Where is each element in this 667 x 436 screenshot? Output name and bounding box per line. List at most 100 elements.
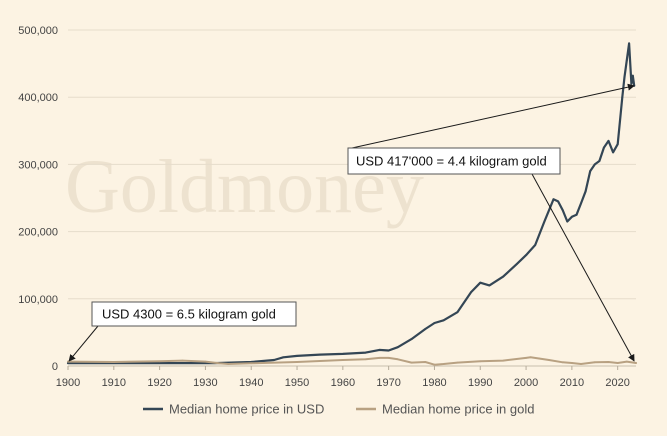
y-tick-label: 100,000: [18, 294, 58, 306]
legend-usd-label: Median home price in USD: [169, 402, 324, 417]
usd-data-point: [612, 151, 614, 154]
y-tick-label: 0: [52, 361, 58, 373]
usd-data-point: [516, 262, 518, 265]
usd-data-point: [479, 281, 482, 284]
y-tick-label: 500,000: [18, 25, 58, 37]
x-tick-label: 1910: [102, 377, 126, 389]
usd-data-point: [621, 96, 624, 99]
x-tick-label: 1920: [147, 377, 171, 389]
usd-data-point: [433, 322, 436, 324]
gold-data-point: [625, 360, 628, 363]
gold-data-point: [424, 361, 427, 363]
x-tick-label: 1900: [56, 377, 80, 389]
gold-data-point: [204, 360, 207, 363]
annotation-1900-box: [91, 301, 297, 327]
y-tick-label: 200,000: [18, 227, 58, 239]
usd-data-point: [543, 220, 546, 223]
usd-data-point: [470, 291, 472, 293]
usd-data-point: [424, 328, 427, 330]
y-tick-label: 300,000: [18, 159, 58, 171]
usd-data-point: [552, 198, 555, 201]
y-tick-label: 400,000: [18, 92, 58, 104]
usd-data-point: [364, 351, 367, 354]
usd-data-point: [341, 353, 344, 355]
x-tick-label: 2010: [560, 377, 584, 389]
annotations: USD 4300 = 6.5 kilogram gold USD 417'000 …: [68, 83, 635, 362]
axes: 0 100,000 200,000 300,000 400,000 500,000 1900…: [18, 25, 636, 389]
gold-data-point: [387, 357, 390, 359]
x-tick-label: 1950: [285, 377, 309, 389]
gold-data-point: [529, 356, 532, 359]
usd-data-point: [598, 160, 601, 162]
gold-data-point: [67, 360, 69, 363]
gold-data-point: [364, 358, 367, 361]
x-tick-label: 1980: [422, 377, 446, 389]
series-lines: [66, 42, 637, 366]
usd-data-point: [557, 200, 560, 203]
usd-data-point: [575, 213, 578, 216]
x-tick-label: 1990: [468, 377, 492, 389]
usd-data-point: [607, 139, 610, 142]
usd-data-point: [387, 349, 390, 352]
gold-data-point: [181, 359, 184, 362]
usd-data-point: [593, 163, 596, 166]
usd-data-point: [561, 209, 564, 211]
usd-data-point: [488, 284, 491, 287]
usd-data-point: [566, 220, 569, 223]
usd-data-point: [616, 143, 619, 146]
gold-data-point: [580, 363, 582, 365]
usd-data-point: [628, 42, 631, 45]
usd-data-point: [396, 346, 399, 349]
usd-data-point: [525, 254, 527, 257]
x-tick-label: 2000: [514, 377, 538, 389]
gold-data-point: [548, 359, 550, 361]
gold-data-point: [218, 362, 221, 365]
gold-data-point: [410, 361, 413, 364]
annotation-2023-usd-arrow: [351, 83, 635, 149]
gold-data-point: [570, 362, 573, 364]
x-tick-label: 1960: [331, 377, 355, 389]
usd-data-point: [378, 348, 381, 351]
gold-data-point: [635, 362, 637, 364]
gold-data-point: [227, 363, 230, 365]
usd-data-point: [319, 353, 321, 356]
x-tick-label: 1940: [239, 377, 263, 389]
usd-data-point: [502, 275, 505, 278]
usd-data-point: [282, 356, 285, 359]
usd-data-point: [623, 76, 626, 78]
gold-data-point: [396, 358, 399, 361]
x-tick-label: 1970: [376, 377, 400, 389]
annotation-2023-gold-arrow: [531, 173, 635, 362]
usd-data-point: [603, 146, 605, 149]
annotation-1900-arrow: [68, 325, 99, 362]
gold-data-point: [296, 361, 298, 363]
usd-data-point: [410, 338, 413, 341]
annotation-2023-text: USD 417'000 = 4.4 kilogram gold: [356, 154, 547, 169]
gold-data-point: [433, 363, 436, 366]
usd-data-point: [631, 74, 634, 77]
usd-data-point: [625, 59, 628, 62]
gold-data-point: [442, 363, 445, 365]
usd-data-point: [273, 359, 276, 361]
usd-data-point: [534, 244, 537, 246]
legend: Median home price in USD Median home pric…: [143, 402, 534, 417]
gold-data-point: [250, 362, 253, 365]
legend-gold-label: Median home price in gold: [382, 402, 534, 417]
usd-data-point: [630, 82, 633, 85]
x-tick-label: 2020: [605, 377, 629, 389]
gold-data-point: [607, 361, 610, 363]
gold-data-point: [479, 360, 482, 363]
x-tick-label: 1930: [193, 377, 217, 389]
gold-data-point: [502, 359, 505, 362]
gold-data-point: [616, 362, 619, 364]
usd-data-point: [584, 190, 587, 193]
usd-data-point: [589, 170, 592, 173]
usd-data-point: [442, 319, 445, 322]
annotation-2023-box: [347, 147, 561, 175]
gold-data-point: [538, 357, 541, 360]
usd-data-point: [296, 355, 298, 357]
gold-data-point: [456, 361, 459, 364]
gold-data-point: [561, 361, 564, 364]
gold-data-point: [112, 361, 115, 363]
